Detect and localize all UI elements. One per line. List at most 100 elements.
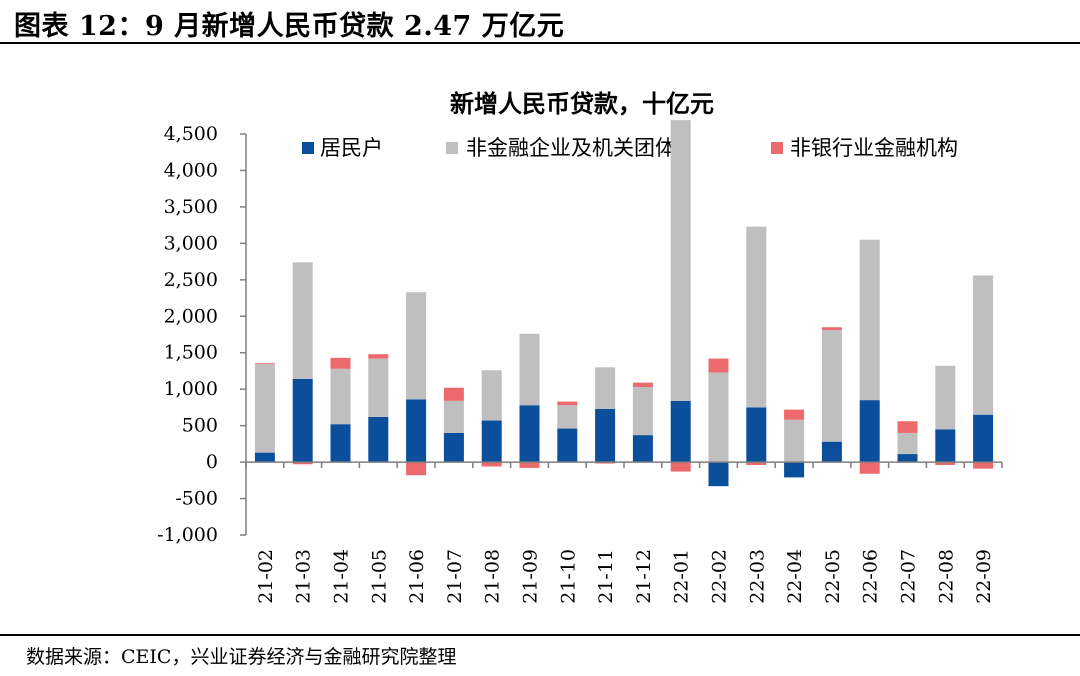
bar-corporate-21-04 <box>330 368 351 425</box>
x-tick-label: 22-09 <box>973 549 995 604</box>
y-tick-label: 2,500 <box>164 269 218 291</box>
x-tick-label: 21-09 <box>520 549 542 604</box>
legend-swatch-household <box>302 142 314 154</box>
x-tick-label-group: 22-08 <box>935 549 957 604</box>
bar-nonbank-21-12 <box>632 382 653 387</box>
source-divider <box>0 634 1080 636</box>
bar-household-21-05 <box>368 416 389 463</box>
bar-household-22-01 <box>670 400 691 463</box>
source-note: 数据来源：CEIC，兴业证券经济与金融研究院整理 <box>26 646 457 668</box>
x-tick-label-group: 21-08 <box>482 549 504 604</box>
bar-corporate-22-03 <box>746 226 767 408</box>
bar-household-21-08 <box>481 420 502 463</box>
x-tick-label-group: 21-05 <box>368 549 390 604</box>
chart-title: 新增人民币贷款，十亿元 <box>450 89 714 118</box>
y-tick-label: -1,000 <box>157 524 218 546</box>
y-tick-label: 3,000 <box>164 232 218 254</box>
x-tick-label-group: 22-06 <box>860 549 882 604</box>
x-tick-label-group: 21-03 <box>293 549 315 604</box>
bar-household-22-08 <box>935 429 956 463</box>
x-tick-label-group: 22-07 <box>898 549 920 604</box>
x-tick-label: 21-07 <box>444 549 466 604</box>
x-tick-label-group: 21-02 <box>255 549 277 604</box>
bar-household-21-12 <box>632 435 653 463</box>
x-tick-label: 21-08 <box>482 549 504 604</box>
bar-corporate-21-02 <box>254 363 275 453</box>
bar-household-22-06 <box>859 400 880 463</box>
bar-household-21-06 <box>406 399 427 463</box>
x-tick-label: 21-02 <box>255 549 277 604</box>
y-tick-label: 1,000 <box>164 378 218 400</box>
bar-nonbank-21-07 <box>443 387 464 401</box>
bar-corporate-21-09 <box>519 333 540 406</box>
x-tick-label-group: 22-02 <box>709 549 731 604</box>
x-tick-label: 21-05 <box>368 549 390 604</box>
x-tick-label-group: 21-11 <box>595 549 617 604</box>
bar-nonbank-22-02 <box>708 358 729 373</box>
x-tick-label: 21-11 <box>595 549 617 604</box>
y-tick-label: 4,500 <box>164 123 218 145</box>
bar-corporate-22-05 <box>821 330 842 442</box>
x-tick-label-group: 22-01 <box>671 549 693 604</box>
legend-label-corporate: 非金融企业及机关团体 <box>466 136 676 160</box>
bar-corporate-21-03 <box>292 262 313 379</box>
x-tick-label-group: 21-12 <box>633 549 655 604</box>
bar-household-22-07 <box>897 454 918 463</box>
x-tick-label-group: 21-06 <box>406 549 428 604</box>
legend-swatch-corporate <box>446 142 458 154</box>
bar-household-21-04 <box>330 424 351 463</box>
y-tick-label: -500 <box>175 488 218 510</box>
x-tick-label-group: 21-09 <box>520 549 542 604</box>
x-tick-label: 22-01 <box>671 549 693 604</box>
bar-corporate-22-01 <box>670 120 691 401</box>
chart-axes: -1,000 -500 0 500 1,000 1,500 2,000 2,500 3,000 3… <box>157 123 1003 604</box>
x-tick-label: 22-07 <box>898 549 920 604</box>
bar-nonbank-21-05 <box>368 354 389 359</box>
bar-nonbank-21-03 <box>292 462 313 465</box>
x-tick-label: 22-06 <box>860 549 882 604</box>
bar-corporate-21-07 <box>443 400 464 433</box>
bar-household-22-09 <box>973 414 994 463</box>
bar-nonbank-21-02 <box>254 362 275 364</box>
loan-stacked-bar-chart: 新增人民币贷款，十亿元 居民户 非金融企业及机关团体 非银行业金融机构 -1,000… <box>157 89 1003 604</box>
bar-corporate-22-02 <box>708 372 729 463</box>
x-tick-label-group: 21-04 <box>331 549 353 604</box>
bar-household-21-11 <box>595 408 616 463</box>
x-tick-label-group: 21-07 <box>444 549 466 604</box>
bar-nonbank-21-09 <box>519 462 540 468</box>
chart-legend: 居民户 非金融企业及机关团体 非银行业金融机构 <box>302 136 958 160</box>
figure-title: 图表 12：9 月新增人民币贷款 2.47 万亿元 <box>14 11 565 42</box>
x-tick-label: 21-06 <box>406 549 428 604</box>
legend-label-nonbank: 非银行业金融机构 <box>790 136 958 160</box>
bar-household-21-09 <box>519 405 540 463</box>
bar-household-21-03 <box>292 378 313 463</box>
bar-corporate-22-08 <box>935 365 956 430</box>
bar-household-21-02 <box>254 452 275 463</box>
x-tick-label: 21-10 <box>557 549 579 604</box>
bar-corporate-22-04 <box>784 419 805 463</box>
bar-nonbank-21-10 <box>557 401 578 406</box>
title-divider <box>0 42 1080 44</box>
chart-bars <box>254 120 994 487</box>
bar-nonbank-21-06 <box>406 462 427 476</box>
bar-nonbank-22-04 <box>784 409 805 420</box>
x-tick-label-group: 22-05 <box>822 549 844 604</box>
bar-nonbank-22-09 <box>973 462 994 469</box>
x-tick-label-group: 22-09 <box>973 549 995 604</box>
bar-corporate-21-11 <box>595 367 616 409</box>
y-tick-label: 2,000 <box>164 305 218 327</box>
bar-corporate-21-06 <box>406 292 427 400</box>
bar-corporate-22-09 <box>973 275 994 415</box>
x-tick-label: 21-04 <box>331 549 353 604</box>
bar-corporate-21-05 <box>368 358 389 417</box>
bar-household-22-03 <box>746 407 767 463</box>
bar-corporate-21-10 <box>557 405 578 429</box>
bar-nonbank-21-04 <box>330 357 351 369</box>
x-tick-label-group: 21-10 <box>557 549 579 604</box>
x-tick-label: 22-04 <box>784 549 806 604</box>
bar-household-21-10 <box>557 428 578 463</box>
bar-nonbank-22-03 <box>746 462 767 466</box>
y-tick-label: 500 <box>182 415 218 437</box>
bar-corporate-21-08 <box>481 370 502 421</box>
y-tick-label: 1,500 <box>164 342 218 364</box>
